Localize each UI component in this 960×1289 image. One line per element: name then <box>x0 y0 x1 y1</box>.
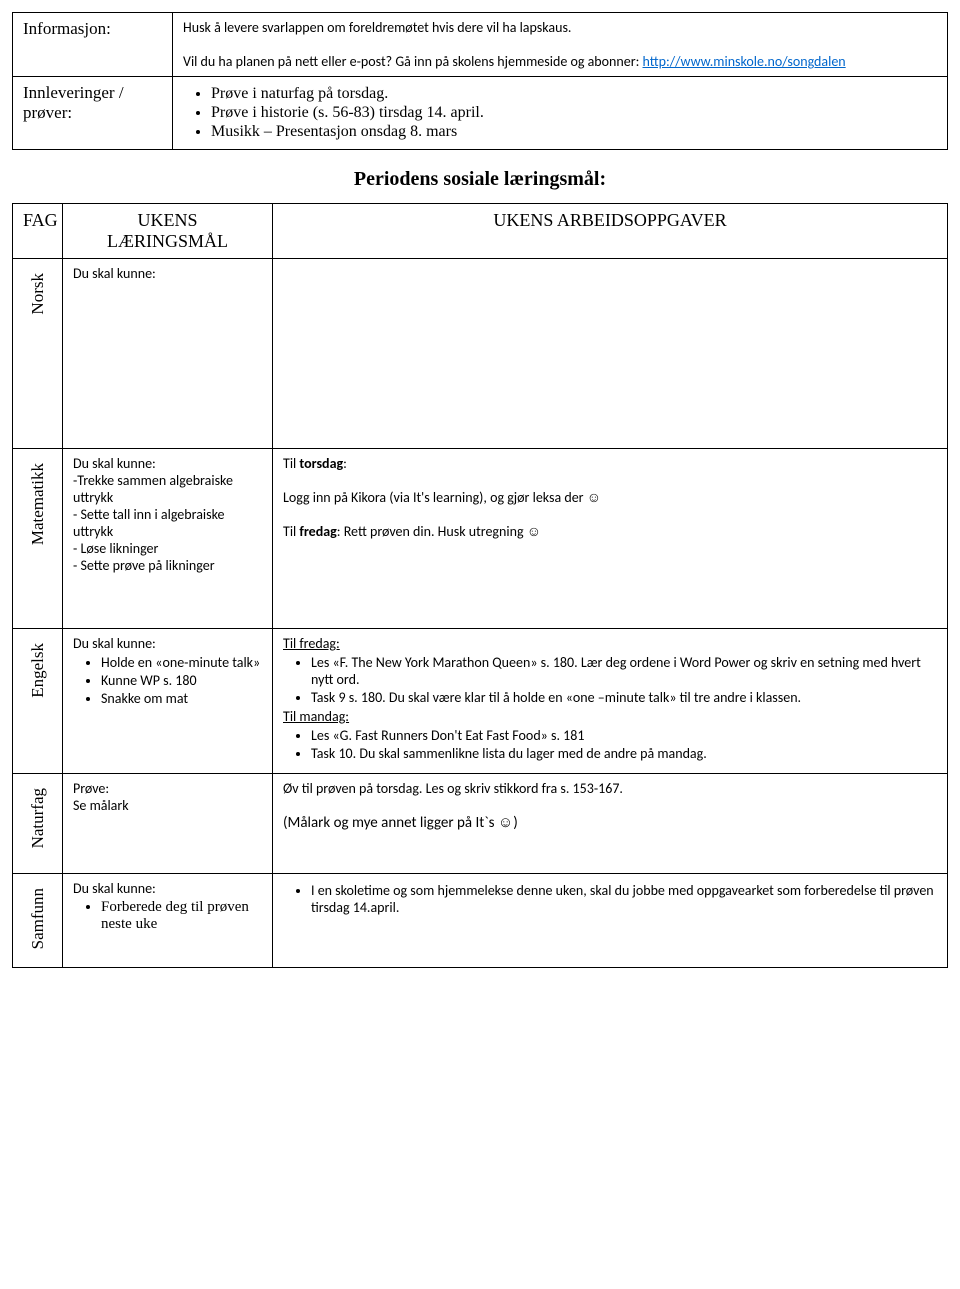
mat-t3b: fredag <box>299 523 336 540</box>
mat-label: Matematikk <box>28 455 48 553</box>
mat-t3a: Til <box>283 523 299 540</box>
nat-label-cell: Naturfag <box>13 774 63 874</box>
info-text-2-prefix: Vil du ha planen på nett eller e-post? G… <box>183 53 643 70</box>
mat-tasks: Til torsdag: Logg inn på Kikora (via It'… <box>273 449 948 629</box>
sam-g1: Forberede deg til prøven neste uke <box>101 899 262 933</box>
eng-g2: Kunne WP s. 180 <box>101 672 262 689</box>
sam-goals: Du skal kunne: Forberede deg til prøven … <box>63 874 273 968</box>
eng-f1: Les «F. The New York Marathon Queen» s. … <box>311 654 937 688</box>
eng-goals: Du skal kunne: Holde en «one-minute talk… <box>63 629 273 774</box>
mat-t1c: : <box>343 455 347 472</box>
mat-g1: -Trekke sammen algebraiske uttrykk <box>73 472 262 506</box>
mat-t1b: torsdag <box>299 455 343 472</box>
nat-label: Naturfag <box>28 780 48 856</box>
mat-g2: - Sette tall inn i algebraiske uttrykk <box>73 506 262 540</box>
eng-fri: Til fredag: <box>283 635 937 652</box>
mat-t1: Til torsdag: <box>283 455 937 472</box>
sam-tasks: I en skoletime og som hjemmelekse denne … <box>273 874 948 968</box>
info-text-1: Husk å levere svarlappen om foreldremøte… <box>183 19 937 36</box>
info-table: Informasjon: Husk å levere svarlappen om… <box>12 12 948 150</box>
mat-goals: Du skal kunne: -Trekke sammen algebraisk… <box>63 449 273 629</box>
mat-t1a: Til <box>283 455 299 472</box>
goals-header-l2: LÆRINGSMÅL <box>107 231 228 251</box>
mat-label-cell: Matematikk <box>13 449 63 629</box>
mat-g0: Du skal kunne: <box>73 455 262 472</box>
norsk-goals: Du skal kunne: <box>63 259 273 449</box>
sam-g0: Du skal kunne: <box>73 880 262 897</box>
mat-t3c: : Rett prøven din. Husk utregning ☺ <box>337 523 541 540</box>
nat-goals: Prøve: Se målark <box>63 774 273 874</box>
norsk-label-cell: Norsk <box>13 259 63 449</box>
info-text-2: Vil du ha planen på nett eller e-post? G… <box>183 53 937 70</box>
nat-tasks: Øv til prøven på torsdag. Les og skriv s… <box>273 774 948 874</box>
section-title: Periodens sosiale læringsmål: <box>12 168 948 191</box>
eng-label: Engelsk <box>28 635 48 706</box>
submissions-label: Innleveringer / prøver: <box>23 83 124 122</box>
eng-g0: Du skal kunne: <box>73 635 262 652</box>
tasks-header: UKENS ARBEIDSOPPGAVER <box>273 204 948 259</box>
nat-t2: (Målark og mye annet ligger på It`s ☺) <box>283 814 937 832</box>
info-label-cell: Informasjon: <box>13 13 173 77</box>
submissions-label-cell: Innleveringer / prøver: <box>13 77 173 150</box>
sam-label: Samfunn <box>28 880 48 957</box>
sam-label-cell: Samfunn <box>13 874 63 968</box>
norsk-goals-text: Du skal kunne: <box>73 265 156 282</box>
nat-g0: Prøve: <box>73 780 262 797</box>
eng-mon: Til mandag: <box>283 708 937 725</box>
nat-g1: Se målark <box>73 797 262 814</box>
subm-item-2: Prøve i historie (s. 56-83) tirsdag 14. … <box>211 104 937 122</box>
subm-item-1: Prøve i naturfag på torsdag. <box>211 85 937 103</box>
subm-item-3: Musikk – Presentasjon onsdag 8. mars <box>211 123 937 141</box>
school-link[interactable]: http://www.minskole.no/songdalen <box>643 53 846 70</box>
mat-g4: - Sette prøve på likninger <box>73 557 262 574</box>
eng-g1: Holde en «one-minute talk» <box>101 654 262 671</box>
norsk-label: Norsk <box>28 265 48 323</box>
mat-t3: Til fredag: Rett prøven din. Husk utregn… <box>283 523 937 540</box>
nat-t1: Øv til prøven på torsdag. Les og skriv s… <box>283 780 937 797</box>
mat-t2: Logg inn på Kikora (via It's learning), … <box>283 489 937 506</box>
info-label: Informasjon: <box>23 19 111 38</box>
goals-header: UKENS LÆRINGSMÅL <box>63 204 273 259</box>
subjects-table: FAG UKENS LÆRINGSMÅL UKENS ARBEIDSOPPGAV… <box>12 203 948 968</box>
goals-header-l1: UKENS <box>137 210 197 230</box>
submissions-content-cell: Prøve i naturfag på torsdag. Prøve i his… <box>173 77 948 150</box>
sam-t1: I en skoletime og som hjemmelekse denne … <box>311 882 937 916</box>
norsk-tasks <box>273 259 948 449</box>
eng-tasks: Til fredag: Les «F. The New York Maratho… <box>273 629 948 774</box>
eng-label-cell: Engelsk <box>13 629 63 774</box>
eng-m2: Task 10. Du skal sammenlikne lista du la… <box>311 745 937 762</box>
eng-f2: Task 9 s. 180. Du skal være klar til å h… <box>311 689 937 706</box>
eng-g3: Snakke om mat <box>101 690 262 707</box>
mat-g3: - Løse likninger <box>73 540 262 557</box>
fag-header: FAG <box>13 204 63 259</box>
info-content-cell: Husk å levere svarlappen om foreldremøte… <box>173 13 948 77</box>
eng-m1: Les «G. Fast Runners Don't Eat Fast Food… <box>311 727 937 744</box>
